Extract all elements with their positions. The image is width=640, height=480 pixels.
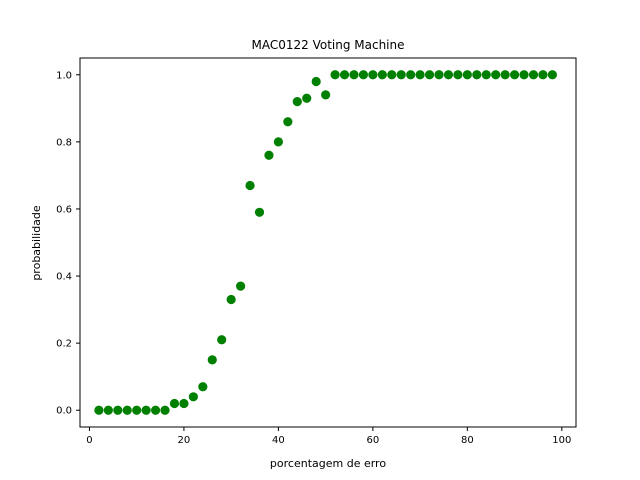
- data-point: [207, 355, 217, 365]
- data-point: [462, 70, 472, 80]
- data-point: [415, 70, 425, 80]
- data-point: [292, 97, 302, 107]
- y-tick-label: 0.8: [56, 137, 72, 148]
- data-point: [434, 70, 444, 80]
- chart-title: MAC0122 Voting Machine: [251, 38, 404, 52]
- data-point: [113, 405, 123, 415]
- y-tick-label: 0.6: [56, 204, 72, 215]
- y-tick-label: 0.0: [56, 406, 72, 417]
- data-point: [547, 70, 557, 80]
- data-point: [509, 70, 520, 80]
- x-axis-label: porcentagem de erro: [270, 457, 386, 470]
- data-point: [349, 70, 359, 80]
- data-point: [339, 70, 350, 80]
- data-point: [528, 70, 539, 80]
- data-point: [519, 70, 529, 80]
- data-point: [368, 70, 378, 80]
- data-point: [424, 70, 435, 80]
- x-tick-label: 20: [178, 435, 191, 446]
- y-tick-label: 0.2: [56, 339, 72, 350]
- data-point: [160, 405, 170, 415]
- data-point: [500, 70, 510, 80]
- data-point: [396, 70, 406, 80]
- x-axis-ticks: 0 20 40 60 80 100: [86, 427, 571, 446]
- data-point: [188, 392, 198, 402]
- data-point: [179, 398, 189, 409]
- data-point: [217, 335, 227, 345]
- data-points: [94, 70, 557, 415]
- y-axis-label: probabilidade: [30, 205, 43, 281]
- data-point: [481, 70, 491, 80]
- data-point: [169, 398, 180, 409]
- data-point: [538, 70, 548, 80]
- data-point: [236, 281, 246, 291]
- x-tick-label: 0: [86, 435, 92, 446]
- data-point: [302, 93, 312, 103]
- data-point: [387, 70, 397, 80]
- x-tick-label: 40: [272, 435, 285, 446]
- y-tick-label: 1.0: [56, 70, 72, 81]
- data-point: [245, 180, 255, 191]
- axes-frame: [79, 57, 577, 428]
- data-point: [283, 117, 293, 127]
- data-point: [321, 90, 331, 100]
- data-point: [103, 405, 113, 415]
- data-point: [472, 70, 482, 80]
- data-point: [330, 70, 340, 80]
- data-point: [94, 405, 104, 415]
- data-point: [453, 70, 463, 80]
- data-point: [358, 70, 369, 80]
- data-point: [150, 405, 161, 415]
- data-point: [264, 150, 274, 160]
- data-point: [273, 137, 283, 147]
- y-tick-label: 0.4: [56, 272, 72, 283]
- data-point: [132, 405, 142, 415]
- x-tick-label: 100: [552, 435, 571, 446]
- data-point: [141, 405, 151, 415]
- x-tick-label: 80: [461, 435, 474, 446]
- data-point: [254, 207, 265, 217]
- x-tick-label: 60: [367, 435, 380, 446]
- data-point: [443, 70, 454, 80]
- data-point: [377, 70, 387, 80]
- data-point: [122, 405, 132, 415]
- data-point: [311, 76, 321, 87]
- data-point: [406, 70, 416, 80]
- y-axis-ticks: 0.0 0.2 0.4 0.6 0.8 1.0: [56, 70, 80, 417]
- data-point: [198, 382, 208, 392]
- data-point: [226, 294, 236, 305]
- data-point: [491, 70, 501, 80]
